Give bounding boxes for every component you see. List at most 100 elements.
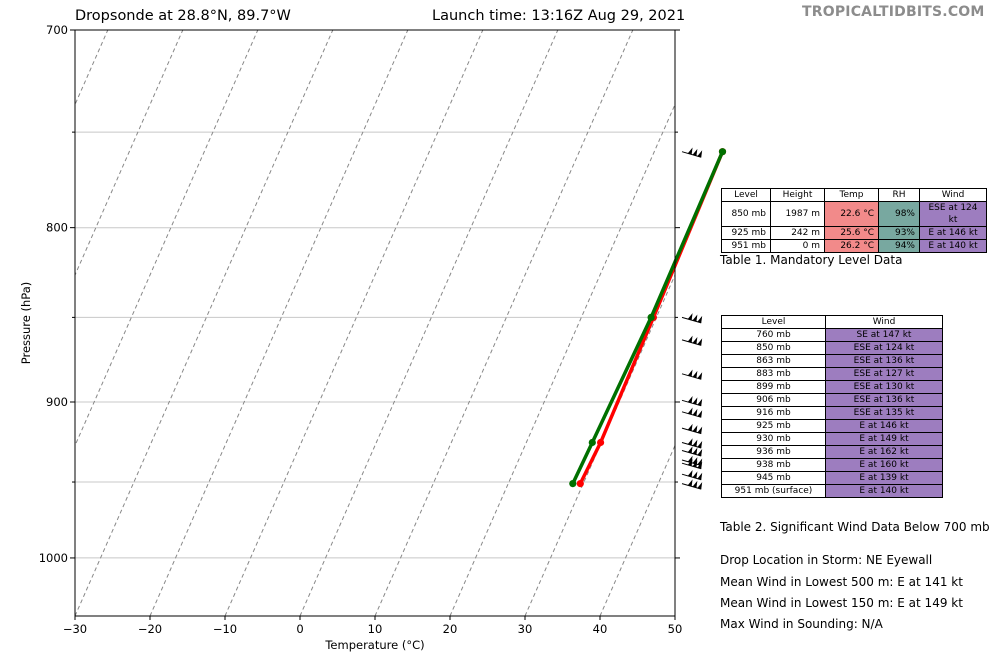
x-tick-label: 50 xyxy=(668,622,683,636)
table-row: 906 mb ESE at 136 kt xyxy=(721,393,943,407)
x-tick-label: 30 xyxy=(518,622,533,636)
table-row: 936 mb E at 162 kt xyxy=(721,445,943,459)
table-header-row: Level Wind xyxy=(721,315,943,329)
cell-rh: 98% xyxy=(878,201,920,227)
isotherm-line xyxy=(449,103,675,616)
cell-level: 936 mb xyxy=(721,445,826,459)
col-header-height: Height xyxy=(770,188,825,202)
isotherm-line xyxy=(75,30,109,106)
cell-wind: ESE at 135 kt xyxy=(825,406,943,420)
table1-caption: Table 1. Mandatory Level Data xyxy=(720,253,903,267)
isotherm-line xyxy=(524,273,675,616)
mandatory-level-table: Level Height Temp RH Wind 850 mb 1987 m 22… xyxy=(721,188,987,253)
cell-wind: ESE at 136 kt xyxy=(825,354,943,368)
x-axis-label: Temperature (°C) xyxy=(324,638,424,652)
cell-level: 850 mb xyxy=(721,201,771,227)
isotherm-line xyxy=(374,30,634,616)
x-tick-label: 40 xyxy=(593,622,608,636)
table-row: 883 mb ESE at 127 kt xyxy=(721,367,943,381)
data-point xyxy=(647,313,655,321)
cell-height: 242 m xyxy=(770,226,825,240)
launch-time: Launch time: 13:16Z Aug 29, 2021 xyxy=(432,8,686,24)
cell-wind: E at 146 kt xyxy=(825,419,943,433)
data-point xyxy=(576,480,584,488)
col-header-rh: RH xyxy=(878,188,920,202)
x-tick-label: 20 xyxy=(443,622,458,636)
cell-wind: E at 140 kt xyxy=(919,239,987,253)
table-row: 951 mb (surface) E at 140 kt xyxy=(721,484,943,498)
mean-wind-500m: Mean Wind in Lowest 500 m: E at 141 kt xyxy=(720,575,963,589)
wind-barb xyxy=(681,438,703,449)
wind-barb xyxy=(681,369,703,380)
cell-wind: ESE at 124 kt xyxy=(919,201,987,227)
isotherm-line xyxy=(224,30,484,616)
col-header-temp: Temp xyxy=(824,188,879,202)
data-point xyxy=(718,148,727,156)
cell-level: 760 mb xyxy=(721,328,826,342)
data-point xyxy=(597,438,605,447)
cell-wind: E at 140 kt xyxy=(825,484,943,498)
cell-level: 938 mb xyxy=(721,458,826,472)
cell-level: 945 mb xyxy=(721,471,826,485)
cell-wind: E at 160 kt xyxy=(825,458,943,472)
cell-temp: 22.6 °C xyxy=(824,201,879,227)
isotherm-line xyxy=(75,30,184,277)
cell-level: 925 mb xyxy=(721,226,771,240)
table-header-row: Level Height Temp RH Wind xyxy=(721,188,987,202)
cell-level: 951 mb xyxy=(721,239,771,253)
wind-barb xyxy=(681,479,703,490)
table-row: 925 mb E at 146 kt xyxy=(721,419,943,433)
cell-wind: E at 149 kt xyxy=(825,432,943,446)
isotherm-line xyxy=(75,30,334,616)
significant-wind-table: Level Wind 760 mb SE at 147 kt 850 mb ESE a… xyxy=(721,315,943,498)
cell-wind: ESE at 136 kt xyxy=(825,393,943,407)
cell-rh: 93% xyxy=(878,226,920,240)
cell-level: 850 mb xyxy=(721,341,826,355)
cell-wind: E at 162 kt xyxy=(825,445,943,459)
y-tick-label: 800 xyxy=(46,221,68,235)
cell-level: 951 mb (surface) xyxy=(721,484,826,498)
cell-wind: SE at 147 kt xyxy=(825,328,943,342)
table2-caption: Table 2. Significant Wind Data Below 700… xyxy=(720,520,990,534)
cell-height: 1987 m xyxy=(770,201,825,227)
plot-frame xyxy=(74,29,676,617)
wind-barb xyxy=(681,458,703,470)
y-axis-label: Pressure (hPa) xyxy=(19,282,33,365)
y-tick-label: 1000 xyxy=(39,551,68,565)
wind-barb xyxy=(681,469,703,481)
wind-barb xyxy=(681,446,703,457)
series-line-1 xyxy=(571,151,725,485)
isotherm-line xyxy=(299,30,559,616)
table-row: 938 mb E at 160 kt xyxy=(721,458,943,472)
cell-level: 916 mb xyxy=(721,406,826,420)
col-header-level: Level xyxy=(721,188,771,202)
cell-wind: E at 146 kt xyxy=(919,226,987,240)
table-row: 850 mb 1987 m 22.6 °C 98% ESE at 124 kt xyxy=(721,201,987,227)
cell-wind: ESE at 124 kt xyxy=(825,341,943,355)
x-tick-label: 10 xyxy=(368,622,383,636)
col-header-wind: Wind xyxy=(825,315,943,329)
x-tick-label: −20 xyxy=(138,622,162,636)
drop-location: Drop Location in Storm: NE Eyewall xyxy=(720,553,933,567)
cell-level: 883 mb xyxy=(721,367,826,381)
table-row: 945 mb E at 139 kt xyxy=(721,471,943,485)
y-tick-label: 900 xyxy=(46,395,68,409)
cell-wind: ESE at 130 kt xyxy=(825,380,943,394)
max-wind: Max Wind in Sounding: N/A xyxy=(720,617,883,631)
wind-barb xyxy=(681,147,703,158)
wind-barb xyxy=(681,313,703,324)
isotherm-line xyxy=(75,30,259,447)
cell-wind: ESE at 127 kt xyxy=(825,367,943,381)
cell-level: 925 mb xyxy=(721,419,826,433)
chart-title: Dropsonde at 28.8°N, 89.7°W xyxy=(75,8,291,24)
wind-barb xyxy=(681,335,703,346)
wind-barb xyxy=(681,396,703,407)
wind-barb xyxy=(681,407,703,418)
table-row: 760 mb SE at 147 kt xyxy=(721,328,943,342)
col-header-level: Level xyxy=(721,315,826,329)
isotherm-line xyxy=(149,30,409,616)
mean-wind-150m: Mean Wind in Lowest 150 m: E at 149 kt xyxy=(720,596,963,610)
x-tick-label: 0 xyxy=(296,622,303,636)
cell-rh: 94% xyxy=(878,239,920,253)
